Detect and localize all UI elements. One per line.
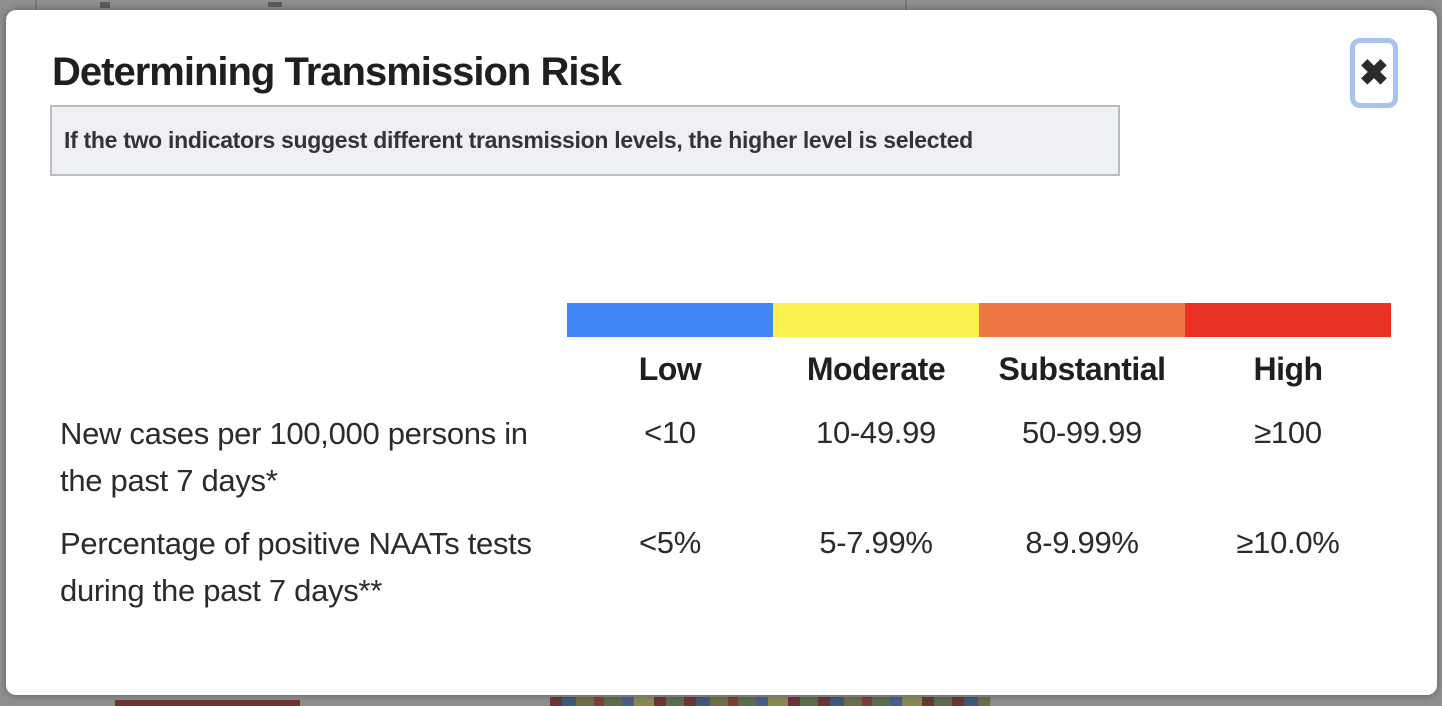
- background-divider: [35, 0, 37, 10]
- table-cell: 10-49.99: [816, 415, 936, 450]
- transmission-risk-dialog: Determining Transmission Risk ✖ If the t…: [6, 10, 1437, 695]
- note-banner: If the two indicators suggest different …: [50, 105, 1120, 176]
- table-cell: 50-99.99: [1022, 415, 1142, 450]
- dialog-title: Determining Transmission Risk: [52, 50, 622, 94]
- legend-color-substantial: [979, 303, 1185, 337]
- legend-color-high: [1185, 303, 1391, 337]
- close-icon: ✖: [1358, 52, 1390, 93]
- table-cell: ≥100: [1254, 415, 1322, 450]
- column-header-high: High: [1253, 351, 1323, 387]
- close-button[interactable]: ✖: [1350, 38, 1398, 108]
- column-header-moderate: Moderate: [806, 351, 946, 387]
- background-page-top-edge: [0, 0, 1442, 10]
- background-page-bottom-edge: [0, 695, 1442, 706]
- column-header-low: Low: [638, 351, 702, 387]
- row-label-positive-naats: Percentage of positive NAATs tests durin…: [60, 526, 532, 608]
- background-divider: [905, 0, 907, 10]
- note-text: If the two indicators suggest different …: [64, 127, 973, 153]
- column-header-substantial: Substantial: [998, 351, 1166, 387]
- row-label-new-cases: New cases per 100,000 persons in the pas…: [60, 416, 528, 498]
- background-text-fragment: [100, 2, 110, 8]
- background-map-fragment: [115, 700, 300, 706]
- legend-color-moderate: [773, 303, 979, 337]
- table-cell: <10: [644, 415, 696, 450]
- risk-level-table: Low Moderate Substantial High New cases …: [60, 303, 1391, 610]
- table-cell: <5%: [638, 525, 701, 560]
- table-cell: 5-7.99%: [819, 525, 933, 560]
- background-text-fragment: [268, 2, 282, 7]
- table-cell: 8-9.99%: [1025, 525, 1139, 560]
- background-map-fragment: [550, 697, 990, 706]
- legend-color-low: [567, 303, 773, 337]
- table-cell: ≥10.0%: [1236, 525, 1340, 560]
